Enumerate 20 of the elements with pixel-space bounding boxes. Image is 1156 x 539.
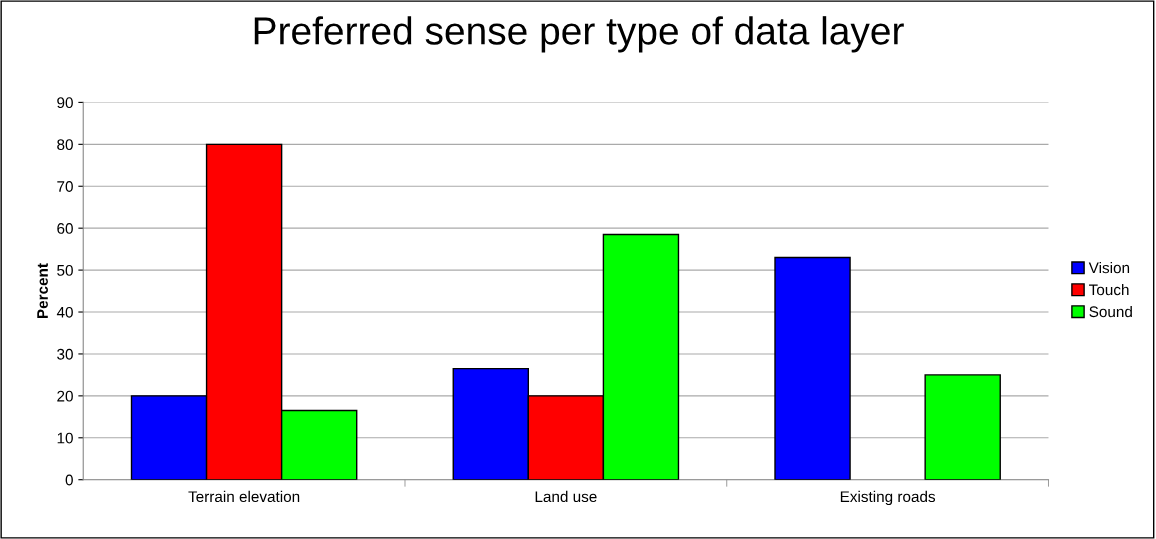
x-tick-label: Existing roads: [840, 490, 936, 506]
y-tick-label: 90: [57, 97, 73, 109]
chart-title: Preferred sense per type of data layer: [254, 16, 904, 53]
y-tick-label: 50: [57, 264, 73, 276]
y-tick-label: 70: [57, 181, 73, 192]
bar: [774, 256, 851, 480]
y-tick-label: 30: [57, 348, 73, 360]
x-tick-label: Terrain elevation: [188, 490, 300, 503]
y-tick-label: 60: [57, 223, 73, 234]
y-tick-label: 20: [57, 390, 73, 402]
bar: [924, 374, 1001, 480]
y-tick-label: 80: [57, 139, 73, 151]
legend-label: Touch: [1089, 283, 1129, 296]
y-tick-label: 0: [65, 474, 73, 486]
legend-label: Sound: [1089, 305, 1132, 318]
y-tick-label: 10: [57, 432, 73, 444]
legend-label: Vision: [1088, 262, 1130, 274]
y-axis-title: Percent: [37, 263, 48, 319]
x-tick-label: Land use: [535, 490, 597, 503]
y-tick-label: 40: [56, 306, 73, 318]
